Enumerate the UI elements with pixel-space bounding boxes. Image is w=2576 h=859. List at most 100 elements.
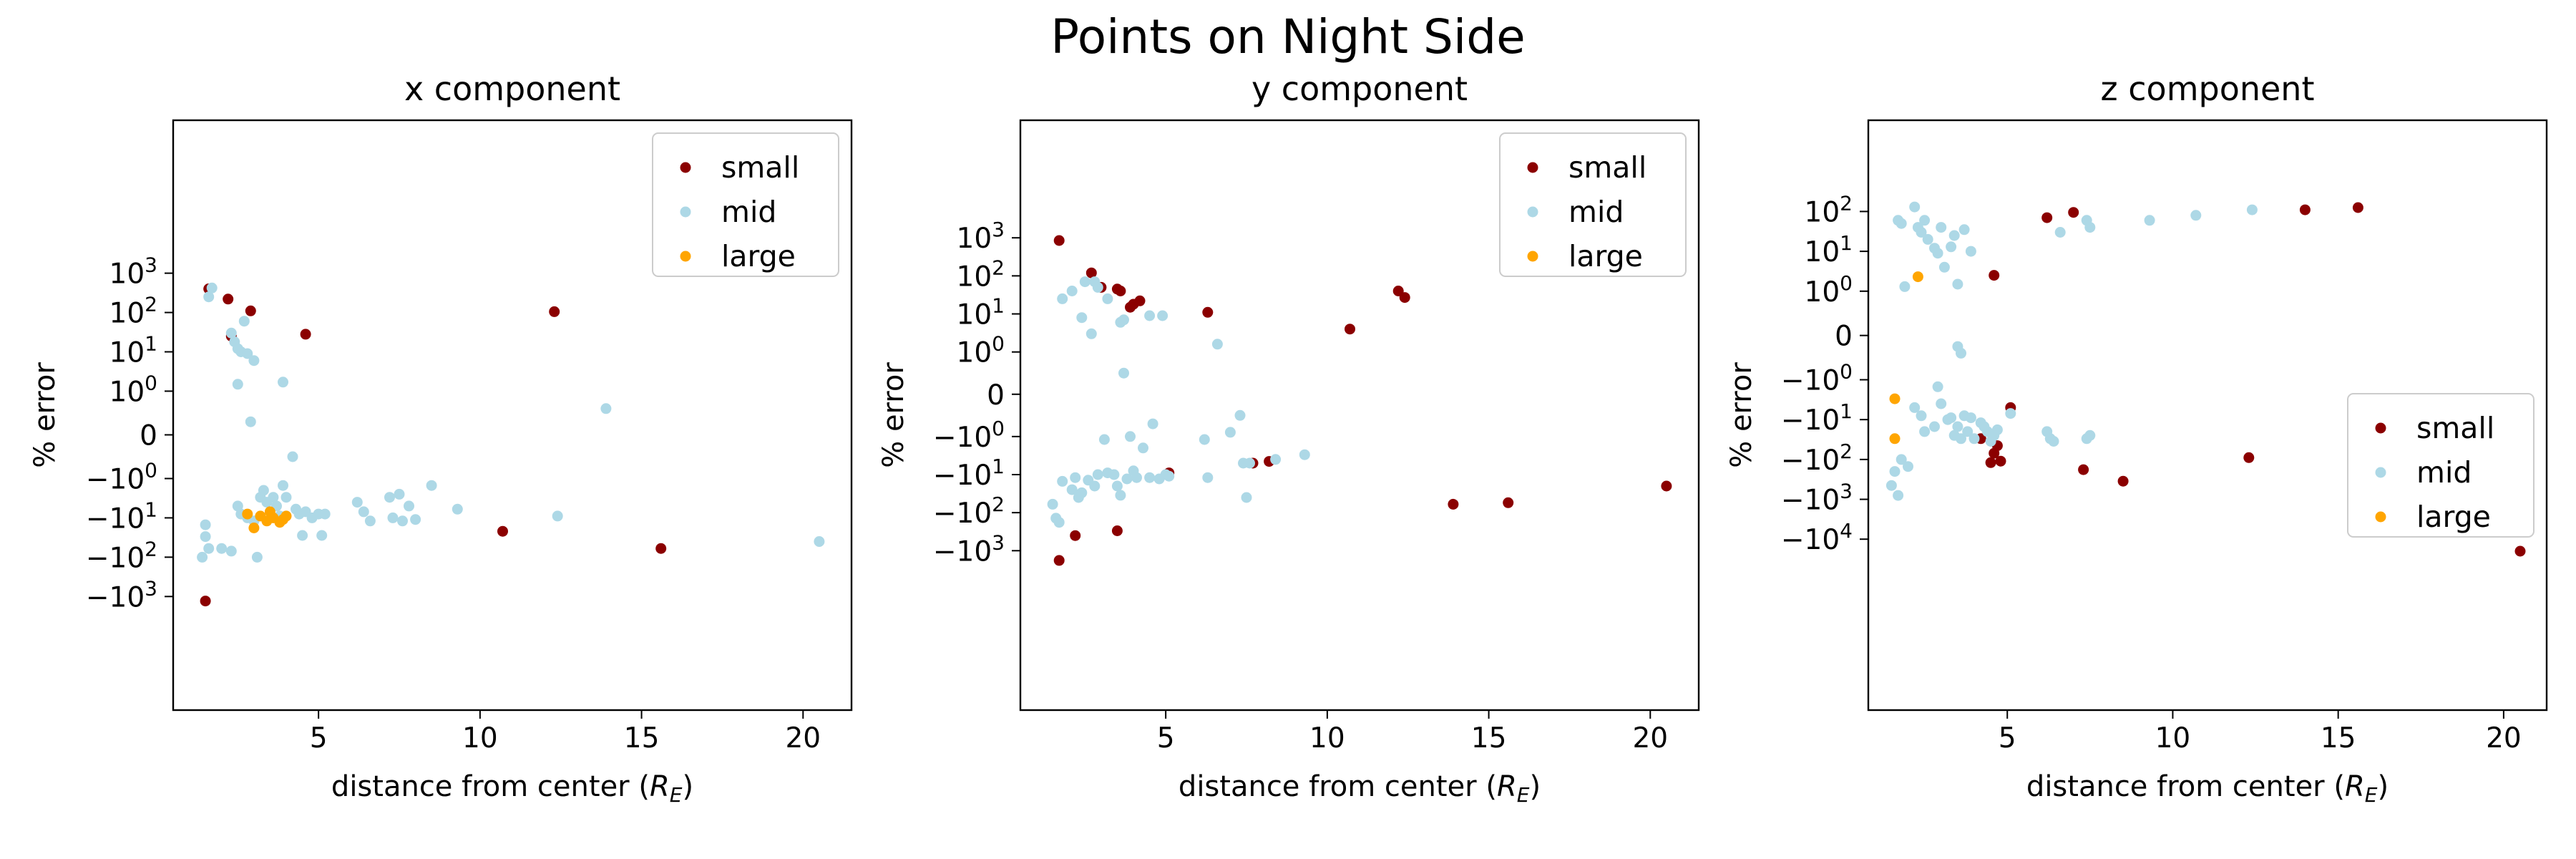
y-tick-label: 101 [1805, 231, 1853, 268]
data-point-small [1661, 480, 1672, 492]
x-tick-label: 15 [1471, 722, 1507, 754]
data-point-mid [203, 543, 215, 554]
data-point-mid [2246, 204, 2258, 215]
data-point-mid [2048, 436, 2059, 447]
y-tick-label: −103 [86, 576, 157, 613]
data-point-mid [1053, 517, 1065, 528]
data-point-mid [197, 551, 208, 563]
data-point-mid [1952, 421, 1963, 432]
data-point-mid [358, 506, 369, 518]
data-point-small [2243, 452, 2255, 463]
data-point-mid [426, 480, 437, 491]
data-point-small [1345, 324, 1355, 335]
data-point-mid [1070, 472, 1081, 483]
y-tick-label: 103 [109, 253, 157, 291]
data-point-large [1912, 271, 1923, 283]
data-point-mid [1889, 466, 1901, 477]
data-point-mid [1211, 339, 1223, 350]
data-point-mid [1066, 286, 1078, 296]
data-point-mid [1244, 457, 1255, 469]
data-point-small [2068, 207, 2079, 218]
x-axis-ticks: 5 10 15 20 [310, 710, 821, 754]
data-point-mid [1066, 484, 1078, 495]
data-point-mid [2084, 430, 2096, 441]
data-point-large [248, 523, 260, 533]
data-point-mid [1899, 281, 1911, 292]
data-point-mid [251, 551, 263, 563]
y-tick-label: −103 [933, 530, 1005, 568]
data-point-mid [394, 488, 405, 500]
data-point-mid [1916, 227, 1927, 238]
panel-x-component: x component 5 10 15 20 1031021011000−100−10… [29, 69, 853, 807]
data-point-mid [225, 327, 237, 339]
data-point-mid [404, 500, 414, 512]
legend-box [2347, 393, 2534, 538]
legend-marker-mid [2375, 467, 2386, 478]
legend-box [652, 132, 839, 277]
legend-label-large: large [1568, 239, 1643, 273]
data-point-mid [1131, 472, 1142, 483]
data-point-mid [1965, 412, 1976, 424]
data-point-mid [1076, 312, 1088, 324]
data-point-large [1889, 393, 1901, 404]
data-point-mid [245, 416, 256, 427]
y-tick-label: 0 [140, 419, 157, 452]
y-tick-label: −100 [1781, 360, 1853, 397]
legend-marker-mid [680, 206, 691, 218]
data-point-mid [1118, 367, 1129, 379]
y-tick-label: −102 [86, 537, 157, 574]
data-point-mid [1092, 281, 1103, 293]
data-point-mid [1909, 201, 1921, 213]
y-axis-label: % error [1725, 362, 1758, 468]
data-point-mid [1125, 431, 1136, 442]
data-point-mid [2054, 227, 2066, 238]
data-point-small [1989, 270, 2000, 281]
data-point-mid [1057, 293, 1068, 304]
data-point-small [549, 306, 560, 317]
data-point-mid [242, 348, 253, 359]
data-point-mid [297, 530, 308, 541]
data-point-mid [1968, 433, 1980, 445]
data-point-mid [280, 492, 292, 503]
data-point-mid [1144, 472, 1156, 483]
y-tick-label: 101 [109, 331, 157, 369]
data-point-mid [1946, 241, 1957, 253]
data-point-mid [1885, 480, 1897, 491]
legend-marker-small [1527, 162, 1538, 173]
data-point-mid [1138, 442, 1148, 454]
x-axis-ticks: 5 10 15 20 [1157, 710, 1668, 754]
legend-label-mid: mid [1568, 195, 1624, 229]
legend-marker-large [2375, 511, 2386, 523]
data-point-mid [1952, 278, 1963, 290]
data-point-mid [1916, 410, 1927, 422]
data-point-mid [384, 492, 395, 503]
legend-marker-mid [1527, 206, 1538, 218]
y-tick-label: −104 [1781, 519, 1853, 556]
data-point-mid [1962, 426, 1974, 437]
data-point-small [2041, 212, 2053, 223]
data-point-mid [1108, 469, 1120, 480]
data-point-small [497, 525, 508, 537]
data-point-mid [1948, 230, 1960, 241]
y-tick-label: 103 [957, 218, 1005, 255]
data-point-mid [287, 451, 298, 462]
data-point-mid [1299, 449, 1310, 460]
x-tick-label: 15 [624, 722, 660, 754]
data-point-mid [1057, 475, 1068, 487]
data-point-mid [1909, 402, 1921, 413]
legend-marker-small [2375, 422, 2386, 434]
y-tick-label: 102 [1805, 191, 1853, 228]
data-point-mid [1147, 418, 1158, 430]
data-point-mid [1893, 490, 1904, 501]
data-point-small [223, 293, 234, 305]
data-point-mid [452, 503, 463, 515]
y-axis-label: % error [29, 362, 62, 468]
data-point-mid [2144, 215, 2155, 226]
data-point-mid [1076, 487, 1088, 498]
legend: small mid large [1499, 132, 1687, 277]
legend: small mid large [2347, 393, 2534, 538]
panel-title: z component [2101, 69, 2315, 108]
data-point-small [1399, 292, 1410, 304]
